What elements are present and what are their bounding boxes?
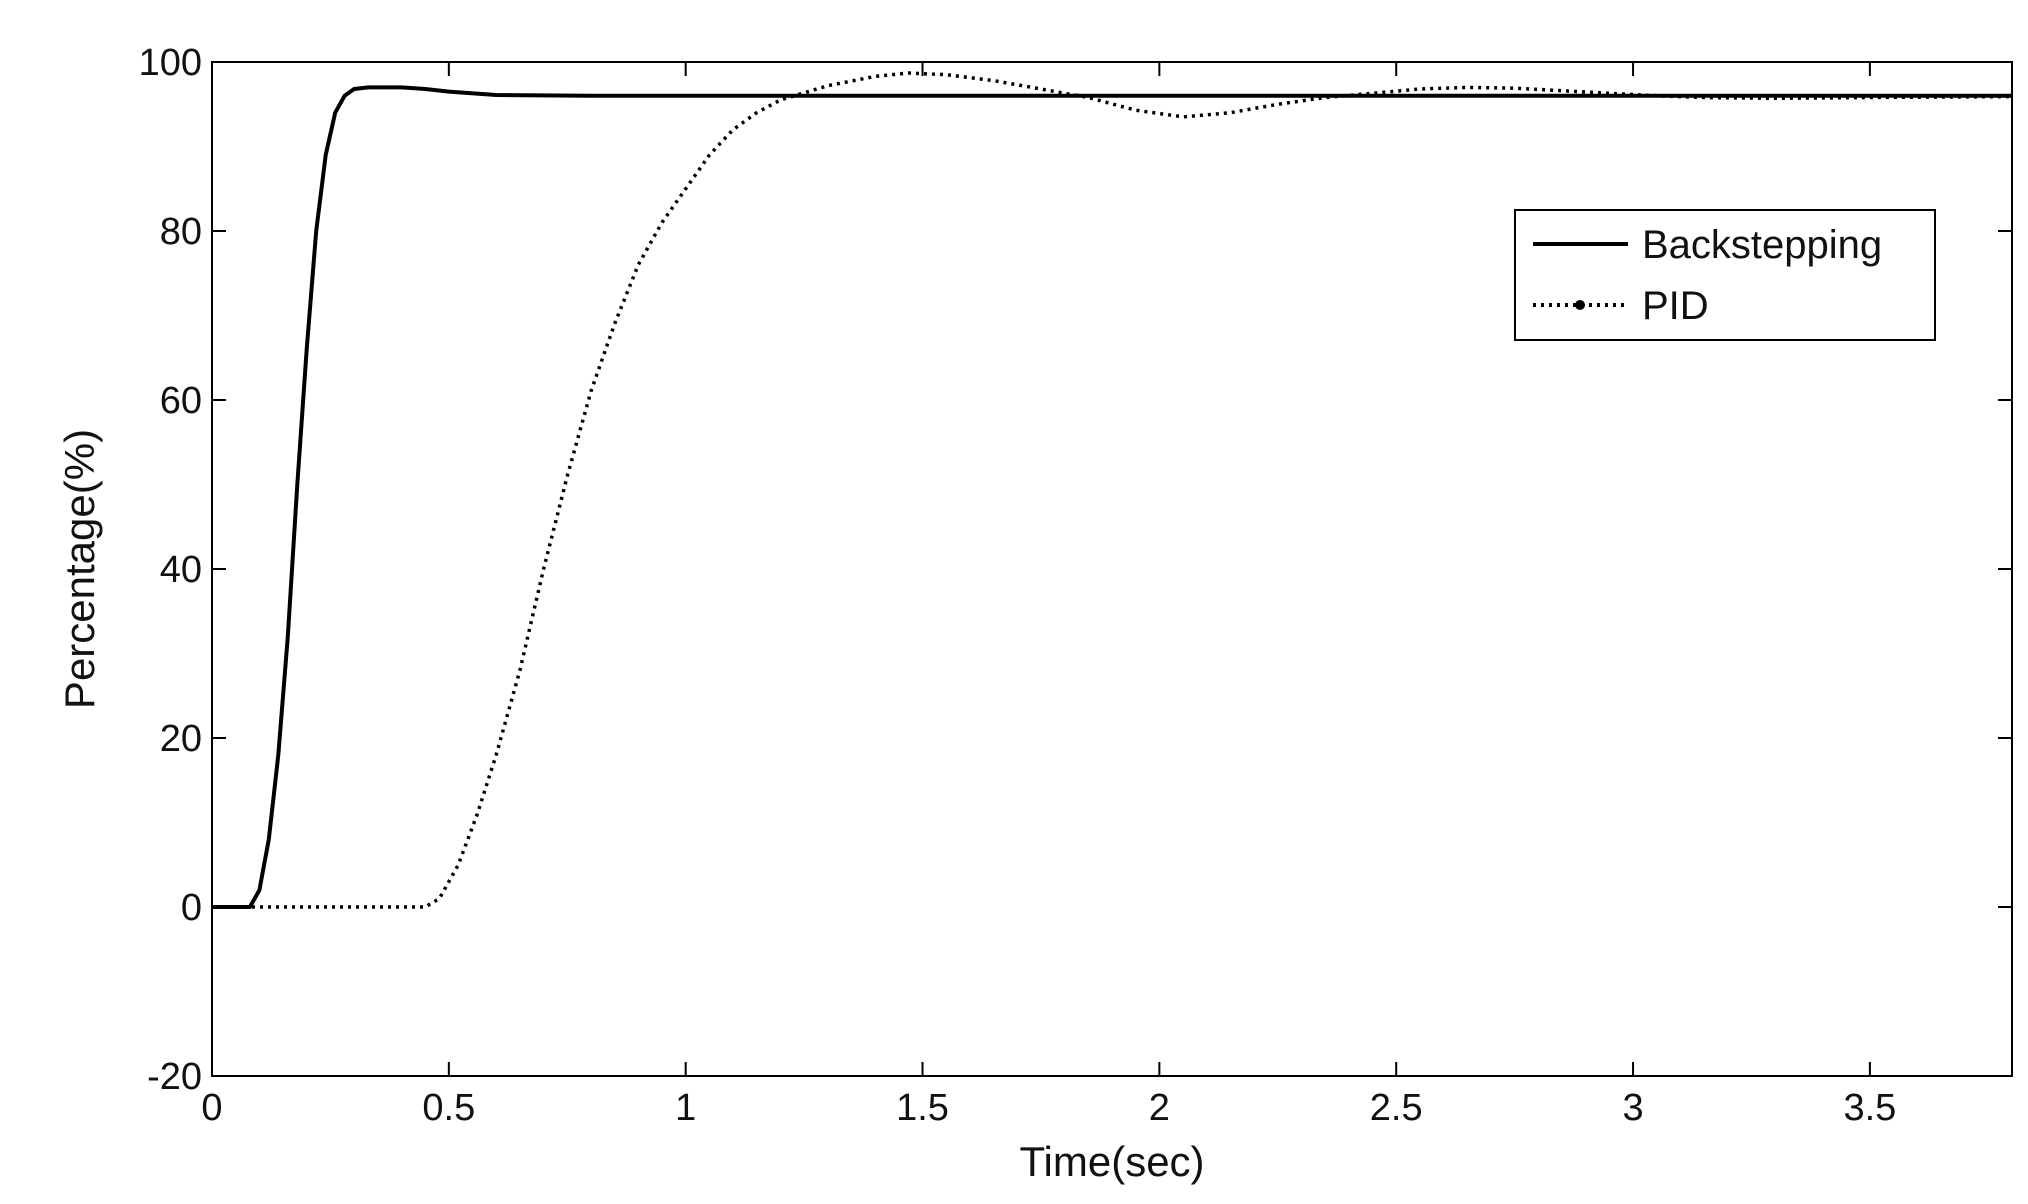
y-tick-label: 40 — [160, 549, 202, 591]
x-tick-label: 1 — [675, 1087, 696, 1129]
y-tick-label: 60 — [160, 380, 202, 422]
x-tick-label: 2.5 — [1370, 1087, 1423, 1129]
y-tick-label: 20 — [160, 718, 202, 760]
series-line-pid — [212, 71, 2013, 909]
legend-marker-pid — [1575, 300, 1585, 310]
legend-label-pid: PID — [1642, 284, 1709, 328]
y-axis-label: Percentage(%) — [56, 429, 103, 709]
y-tick-label: -20 — [147, 1056, 202, 1098]
x-tick-label: 0 — [201, 1087, 222, 1129]
x-axis-label: Time(sec) — [1019, 1138, 1204, 1185]
y-tick-label: 100 — [139, 42, 202, 84]
legend-label-backstepping: Backstepping — [1642, 223, 1882, 267]
legend-box — [1514, 209, 1936, 341]
x-tick-label: 1.5 — [896, 1087, 949, 1129]
legend: Backstepping PID — [1514, 209, 1936, 341]
x-tick-label: 3 — [1622, 1087, 1643, 1129]
x-tick-label: 3.5 — [1843, 1087, 1896, 1129]
y-tick-label: 80 — [160, 211, 202, 253]
series-layer — [212, 71, 2013, 909]
series-line-backstepping — [212, 85, 2012, 909]
x-tick-label: 2 — [1149, 1087, 1170, 1129]
x-tick-label: 0.5 — [422, 1087, 475, 1129]
y-tick-label: 0 — [181, 887, 202, 929]
